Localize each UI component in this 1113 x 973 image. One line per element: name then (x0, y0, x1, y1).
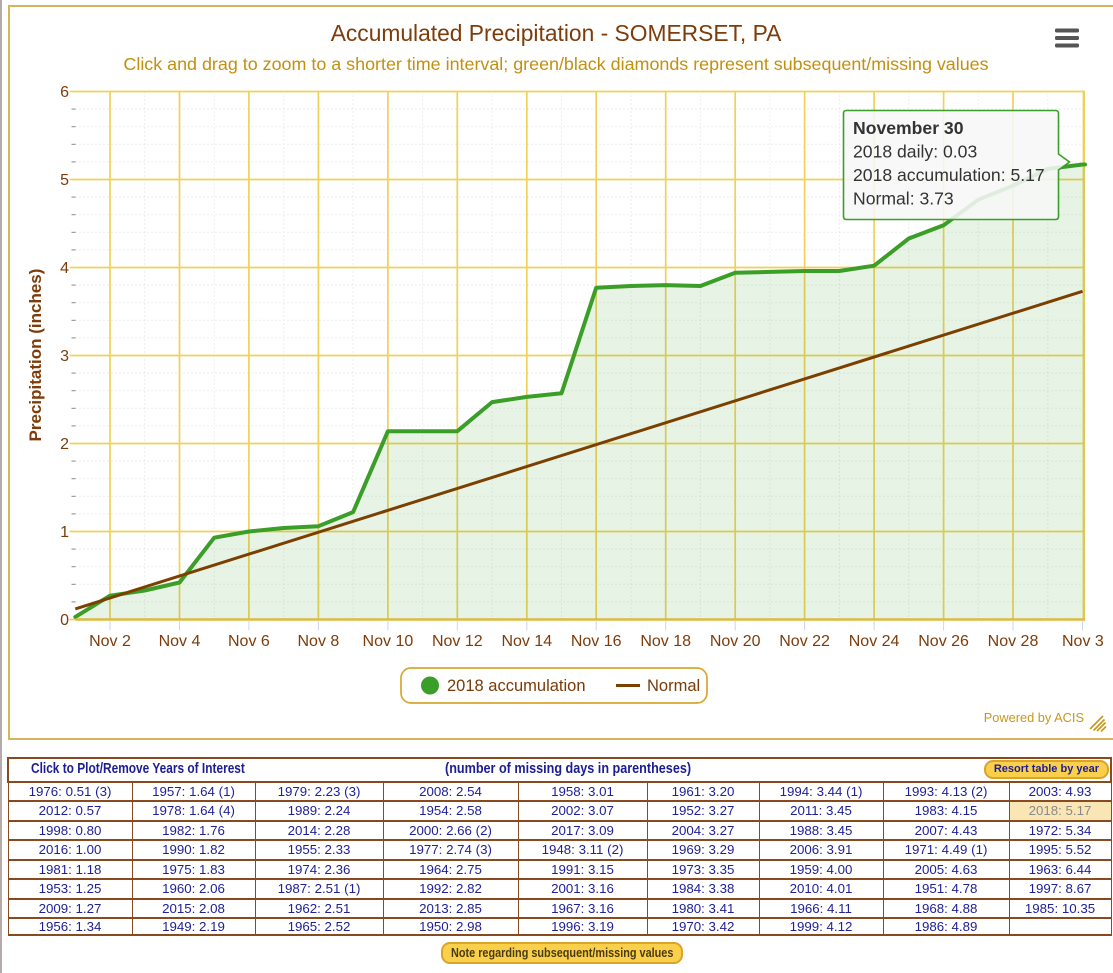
svg-text:Click and drag to zoom to a sh: Click and drag to zoom to a shorter time… (123, 54, 988, 74)
svg-text:1: 1 (60, 524, 69, 541)
svg-text:5: 5 (60, 172, 69, 189)
svg-text:Nov 26: Nov 26 (918, 633, 969, 650)
svg-text:Nov 3: Nov 3 (1062, 633, 1104, 650)
svg-text:Nov 18: Nov 18 (640, 633, 691, 650)
svg-text:2018 accumulation: 2018 accumulation (447, 677, 586, 695)
svg-text:Precipitation (inches): Precipitation (inches) (26, 269, 45, 442)
svg-text:4: 4 (60, 260, 69, 277)
svg-text:Nov 28: Nov 28 (988, 633, 1039, 650)
svg-text:Nov 16: Nov 16 (571, 633, 622, 650)
svg-text:2018 accumulation: 5.17: 2018 accumulation: 5.17 (853, 165, 1045, 185)
svg-text:Powered by ACIS: Powered by ACIS (984, 710, 1084, 725)
svg-text:Normal: 3.73: Normal: 3.73 (853, 189, 954, 209)
svg-text:Nov 20: Nov 20 (710, 633, 761, 650)
svg-text:Nov 22: Nov 22 (779, 633, 830, 650)
svg-text:Nov 2: Nov 2 (89, 633, 131, 650)
svg-text:Nov 4: Nov 4 (159, 633, 201, 650)
svg-text:Nov 6: Nov 6 (228, 633, 270, 650)
svg-text:Nov 8: Nov 8 (298, 633, 340, 650)
svg-text:0: 0 (60, 612, 69, 629)
svg-text:6: 6 (60, 84, 69, 101)
svg-text:Nov 24: Nov 24 (849, 633, 900, 650)
svg-text:Nov 14: Nov 14 (501, 633, 552, 650)
svg-text:Normal: Normal (647, 677, 700, 695)
svg-text:2: 2 (60, 436, 69, 453)
svg-text:3: 3 (60, 348, 69, 365)
svg-text:Nov 10: Nov 10 (363, 633, 414, 650)
svg-text:November 30: November 30 (853, 118, 964, 138)
svg-text:2018 daily: 0.03: 2018 daily: 0.03 (853, 142, 977, 162)
svg-text:Accumulated Precipitation - SO: Accumulated Precipitation - SOMERSET, PA (331, 20, 782, 46)
svg-text:Nov 12: Nov 12 (432, 633, 483, 650)
